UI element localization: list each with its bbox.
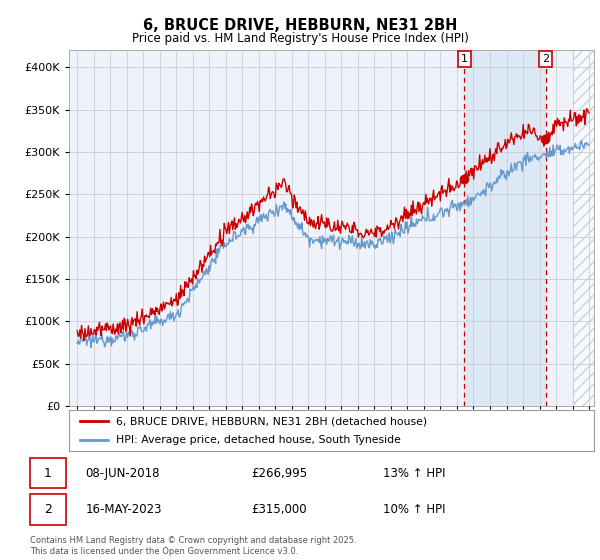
- Text: £315,000: £315,000: [251, 503, 307, 516]
- Text: £266,995: £266,995: [251, 466, 307, 480]
- Text: 1: 1: [44, 466, 52, 480]
- Text: 2: 2: [542, 54, 549, 64]
- FancyBboxPatch shape: [30, 494, 66, 525]
- Text: 1: 1: [461, 54, 468, 64]
- Text: 10% ↑ HPI: 10% ↑ HPI: [383, 503, 446, 516]
- Text: Contains HM Land Registry data © Crown copyright and database right 2025.
This d: Contains HM Land Registry data © Crown c…: [30, 536, 356, 556]
- Bar: [572, 50, 598, 406]
- Text: 6, BRUCE DRIVE, HEBBURN, NE31 2BH (detached house): 6, BRUCE DRIVE, HEBBURN, NE31 2BH (detac…: [116, 417, 427, 426]
- Text: 08-JUN-2018: 08-JUN-2018: [85, 466, 160, 480]
- Text: 16-MAY-2023: 16-MAY-2023: [85, 503, 162, 516]
- Bar: [572, 50, 598, 406]
- Text: HPI: Average price, detached house, South Tyneside: HPI: Average price, detached house, Sout…: [116, 435, 401, 445]
- Bar: [464, 50, 545, 406]
- Text: Price paid vs. HM Land Registry's House Price Index (HPI): Price paid vs. HM Land Registry's House …: [131, 32, 469, 45]
- Text: 13% ↑ HPI: 13% ↑ HPI: [383, 466, 446, 480]
- Text: 6, BRUCE DRIVE, HEBBURN, NE31 2BH: 6, BRUCE DRIVE, HEBBURN, NE31 2BH: [143, 18, 457, 33]
- FancyBboxPatch shape: [30, 458, 66, 488]
- Text: 2: 2: [44, 503, 52, 516]
